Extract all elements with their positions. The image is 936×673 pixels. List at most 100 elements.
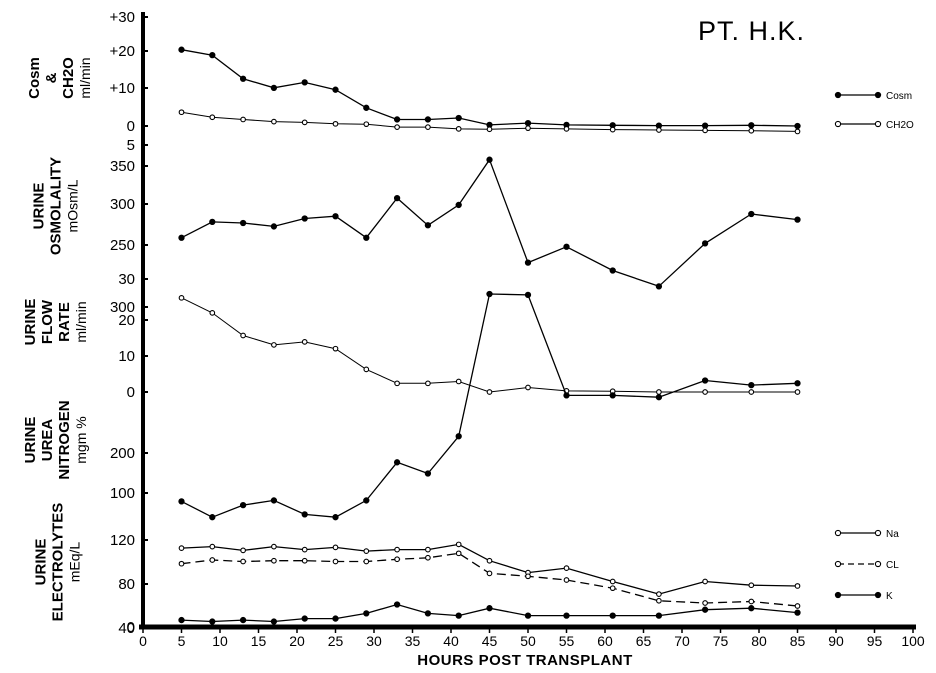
data-point	[794, 389, 801, 395]
data-point	[702, 578, 708, 585]
y-tick-label: 200	[110, 445, 135, 462]
data-point	[394, 546, 400, 553]
data-point	[270, 223, 278, 230]
x-axis-label: HOURS POST TRANSPLANT	[417, 652, 633, 669]
series-line-na	[181, 543, 798, 595]
series-line-k	[181, 603, 798, 623]
data-point	[656, 597, 662, 604]
x-tick-label: 100	[901, 633, 925, 649]
legend-marker	[874, 120, 882, 128]
data-point	[524, 119, 532, 127]
data-point	[486, 126, 493, 133]
data-point	[301, 511, 308, 518]
data-point	[701, 377, 709, 384]
data-point	[393, 601, 401, 608]
data-point	[332, 213, 339, 220]
data-point	[609, 126, 616, 133]
data-point	[332, 558, 339, 565]
data-point	[393, 194, 401, 202]
data-point	[239, 616, 247, 624]
chart-title: PT. H.K.	[698, 16, 806, 46]
legend-label: Cosm	[886, 91, 912, 102]
data-point	[209, 557, 216, 563]
data-point	[794, 609, 801, 616]
y-tick-label: 10	[118, 348, 135, 365]
legend-label: Na	[886, 529, 899, 540]
data-point	[655, 612, 663, 619]
data-point	[332, 544, 339, 551]
legend-marker	[834, 91, 842, 99]
legend-label: CH2O	[886, 120, 914, 131]
data-point	[702, 127, 708, 134]
legend-marker	[834, 120, 842, 128]
data-point	[240, 558, 246, 565]
legend-marker	[834, 591, 842, 599]
series-line-panel3	[181, 293, 798, 518]
data-point	[301, 339, 308, 345]
data-point	[332, 120, 339, 127]
data-point	[524, 259, 532, 266]
data-point	[271, 557, 277, 564]
y-tick-label: 120	[110, 532, 135, 549]
data-point	[394, 380, 400, 387]
series-line-panel2	[181, 297, 798, 393]
data-point	[424, 222, 432, 229]
series-line-cl	[181, 552, 798, 607]
data-point	[425, 546, 431, 553]
data-point	[301, 546, 308, 553]
y-tick-label: 40	[118, 620, 135, 637]
data-point	[701, 606, 709, 613]
legend-label: CL	[886, 560, 899, 571]
data-point	[702, 389, 708, 395]
data-point	[363, 497, 370, 504]
data-point	[655, 394, 663, 401]
data-point	[748, 598, 755, 605]
data-point	[425, 554, 431, 561]
data-point	[424, 470, 432, 477]
x-tick-label: 65	[636, 633, 652, 649]
legend-marker	[834, 560, 842, 568]
data-point	[209, 310, 216, 316]
data-point	[178, 616, 185, 624]
data-point	[209, 514, 216, 521]
x-tick-label: 10	[212, 633, 228, 649]
x-tick-label: 45	[482, 633, 498, 649]
x-tick-label: 80	[751, 633, 767, 649]
data-point	[455, 114, 462, 122]
data-point	[525, 125, 531, 132]
x-tick-label: 15	[251, 633, 267, 649]
data-point	[525, 384, 531, 391]
y-tick-label: +30	[110, 9, 135, 26]
y-tick-label: 250	[110, 237, 135, 254]
data-point	[394, 124, 400, 130]
data-point	[486, 389, 493, 395]
data-point	[455, 433, 462, 440]
data-point	[363, 121, 370, 128]
data-point	[486, 290, 493, 298]
y-tick-label: 0	[127, 619, 135, 636]
data-point	[455, 378, 462, 385]
data-point	[270, 497, 278, 504]
x-tick-label: 85	[790, 633, 806, 649]
data-point	[178, 109, 185, 116]
data-point	[332, 86, 339, 93]
data-point	[178, 294, 185, 301]
data-point	[748, 127, 755, 134]
data-point	[363, 104, 370, 111]
x-tick-label: 70	[674, 633, 690, 649]
data-point	[656, 127, 662, 133]
data-point	[301, 215, 308, 222]
data-point	[240, 116, 246, 123]
data-point	[486, 557, 493, 564]
data-point	[363, 558, 370, 565]
data-point	[271, 342, 277, 348]
y-tick-label: 300	[110, 299, 135, 316]
data-point	[794, 216, 801, 223]
data-point	[240, 547, 246, 554]
data-point	[332, 345, 339, 352]
legend-marker	[874, 560, 882, 568]
data-point	[332, 615, 339, 622]
data-point	[748, 210, 755, 218]
x-tick-label: 35	[405, 633, 421, 649]
data-point	[524, 291, 532, 299]
